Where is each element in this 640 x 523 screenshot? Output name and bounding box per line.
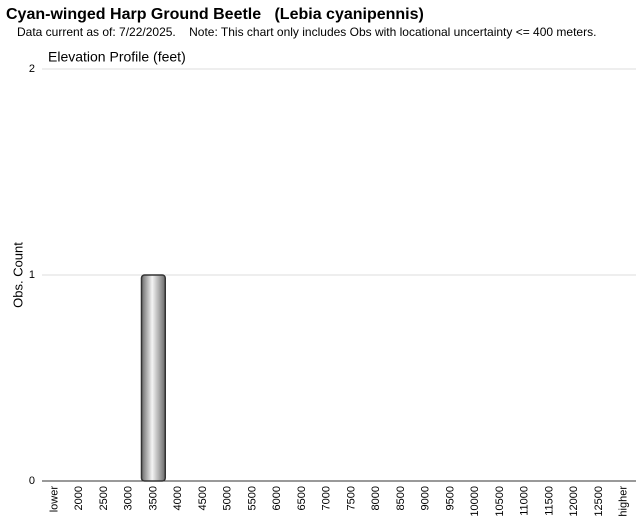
- x-tick-label: 4500: [197, 486, 209, 510]
- y-tick-label: 1: [29, 269, 35, 281]
- x-tick-label: 6500: [296, 486, 308, 510]
- x-tick-label: lower: [48, 486, 60, 513]
- x-tick-label: 12500: [593, 486, 605, 517]
- x-tick-label: 9000: [420, 486, 432, 510]
- x-tick-label: higher: [618, 486, 630, 517]
- chart-title: Cyan-winged Harp Ground Beetle (Lebia cy…: [6, 6, 424, 23]
- x-tick-label: 12000: [568, 486, 580, 517]
- x-tick-label: 7500: [345, 486, 357, 510]
- x-tick-label: 8500: [395, 486, 407, 510]
- y-tick-label: 2: [29, 63, 35, 75]
- x-tick-label: 2500: [98, 486, 110, 510]
- plot-title: Elevation Profile (feet): [48, 49, 186, 65]
- x-tick-label: 3500: [147, 486, 159, 510]
- x-tick-label: 11000: [519, 486, 531, 516]
- x-tick-label: 8000: [370, 486, 382, 510]
- y-axis-label: Obs. Count: [10, 242, 25, 308]
- x-tick-label: 9500: [444, 486, 456, 510]
- x-tick-label: 4000: [172, 486, 184, 510]
- x-tick-label: 5500: [246, 486, 258, 510]
- bar: [140, 274, 166, 482]
- x-tick-label: 5000: [222, 486, 234, 510]
- x-tick-label: 6000: [271, 486, 283, 510]
- x-tick-label: 10500: [494, 486, 506, 517]
- x-tick-label: 11500: [543, 486, 555, 516]
- x-tick-label: 10000: [469, 486, 481, 517]
- y-tick-label: 0: [29, 475, 35, 487]
- x-tick-label: 3000: [123, 486, 135, 510]
- x-tick-label: 2000: [73, 486, 85, 510]
- chart-subtitle: Data current as of: 7/22/2025. Note: Thi…: [17, 25, 596, 39]
- x-tick-label: 7000: [321, 486, 333, 510]
